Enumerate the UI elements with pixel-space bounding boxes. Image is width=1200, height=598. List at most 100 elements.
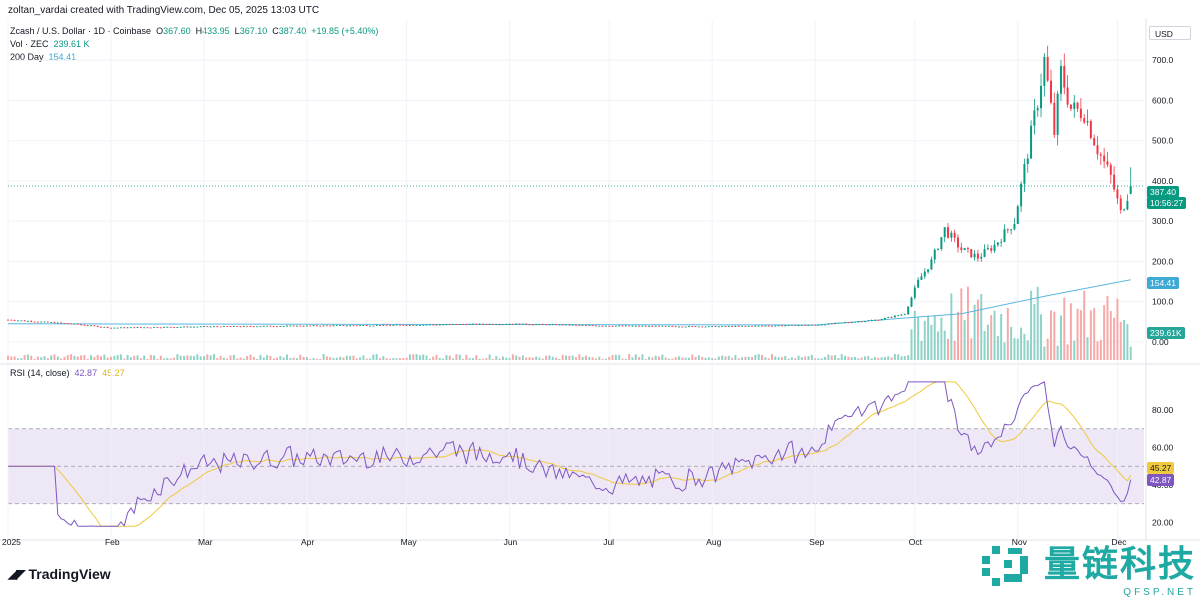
candle-body [973,253,976,258]
candle-body [23,320,26,322]
candle-body [614,325,617,327]
volume-bar [664,357,667,360]
volume-bar [774,356,777,360]
volume-bar [807,356,810,360]
volume-bar [136,355,139,360]
volume-bar [1046,338,1049,360]
candle-body [1020,183,1023,207]
price-tick-label: 300.0 [1152,216,1174,226]
candle-body [1066,87,1069,105]
candle-body [76,323,79,325]
volume-bar [966,286,969,360]
candle-body [1106,161,1109,165]
low-label: L [234,26,240,36]
candle-body [1096,145,1099,155]
candle-body [860,321,863,323]
candle-body [438,324,441,326]
volume-bar [292,357,295,360]
volume-bar [661,354,664,360]
volume-bar [601,358,604,360]
candle-body [408,324,411,326]
time-tick-label: Feb [105,537,120,547]
volume-legend[interactable]: Vol · ZEC 239.61 K [10,39,90,49]
volume-bar [571,355,574,360]
rsi-tick-label: 20.00 [1152,518,1174,528]
volume-bar [591,357,594,360]
volume-bar [588,356,591,360]
candle-body [721,326,724,327]
time-tick-label: Mar [198,537,213,547]
volume-bar [1040,314,1043,360]
tradingview-brand[interactable]: ◢◤ TradingView [8,566,111,582]
volume-bar [345,355,348,360]
time-tick-label: Apr [301,537,314,547]
volume-bar [1073,340,1076,360]
candle-body [581,325,584,326]
candle-body [385,324,388,326]
volume-bar [638,357,641,360]
volume-bar [993,310,996,360]
candle-body [1023,164,1026,184]
candle-body [1000,241,1003,243]
volume-bar [1089,310,1092,360]
candle-body [468,324,471,325]
candle-body [671,325,674,327]
candle-body [412,324,415,326]
volume-bar [119,354,122,360]
volume-bar [256,358,259,360]
volume-bar [1050,310,1052,360]
candle-body [814,324,817,326]
volume-bar [36,356,39,360]
candle-body [63,323,66,324]
volume-bar [511,354,514,360]
volume-bar [1023,333,1026,360]
candle-body [668,325,670,327]
candle-body [1056,93,1059,135]
close-label: C [272,26,279,36]
volume-bar [1056,345,1059,360]
candle-body [940,237,943,250]
candle-body [790,324,793,326]
volume-bar [761,354,764,360]
candle-body [598,325,601,327]
volume-bar [614,354,617,360]
candle-body [266,325,269,327]
volume-bar [854,356,857,360]
volume-bar [106,357,109,360]
volume-bar [551,356,554,360]
volume-bar [870,358,873,360]
candle-body [252,326,255,328]
rsi-legend[interactable]: RSI (14, close) 42.87 45.27 [10,368,125,378]
volume-bar [810,354,813,360]
volume-bar [937,331,940,360]
volume-bar [325,356,328,360]
candle-body [1126,200,1129,210]
candle-body [960,247,963,250]
candle-body [834,322,837,324]
volume-bar [236,358,239,360]
candle-body [584,325,587,326]
candle-body [452,324,455,326]
candle-body [1053,102,1056,135]
volume-bar [199,356,202,360]
volume-bar [56,356,59,360]
symbol-legend[interactable]: Zcash / U.S. Dollar · 1D · Coinbase O367… [10,26,378,36]
volume-bar [1016,338,1019,360]
volume-bar [219,355,222,360]
volume-bar [365,358,368,360]
rsi-ma-tag: 45.27 [1147,462,1175,474]
currency-button[interactable]: USD [1149,26,1191,40]
candle-body [551,324,554,326]
candle-body [1030,125,1033,159]
high-label: H [195,26,203,36]
volume-bar [947,338,950,360]
volume-bar [46,358,49,360]
ma-legend[interactable]: 200 Day 154.41 [10,52,76,62]
candle-body [953,232,956,238]
candle-body [186,326,189,328]
candle-body [236,326,239,327]
volume-bar [186,355,189,360]
candle-body [761,325,764,327]
candle-body [1016,206,1019,224]
